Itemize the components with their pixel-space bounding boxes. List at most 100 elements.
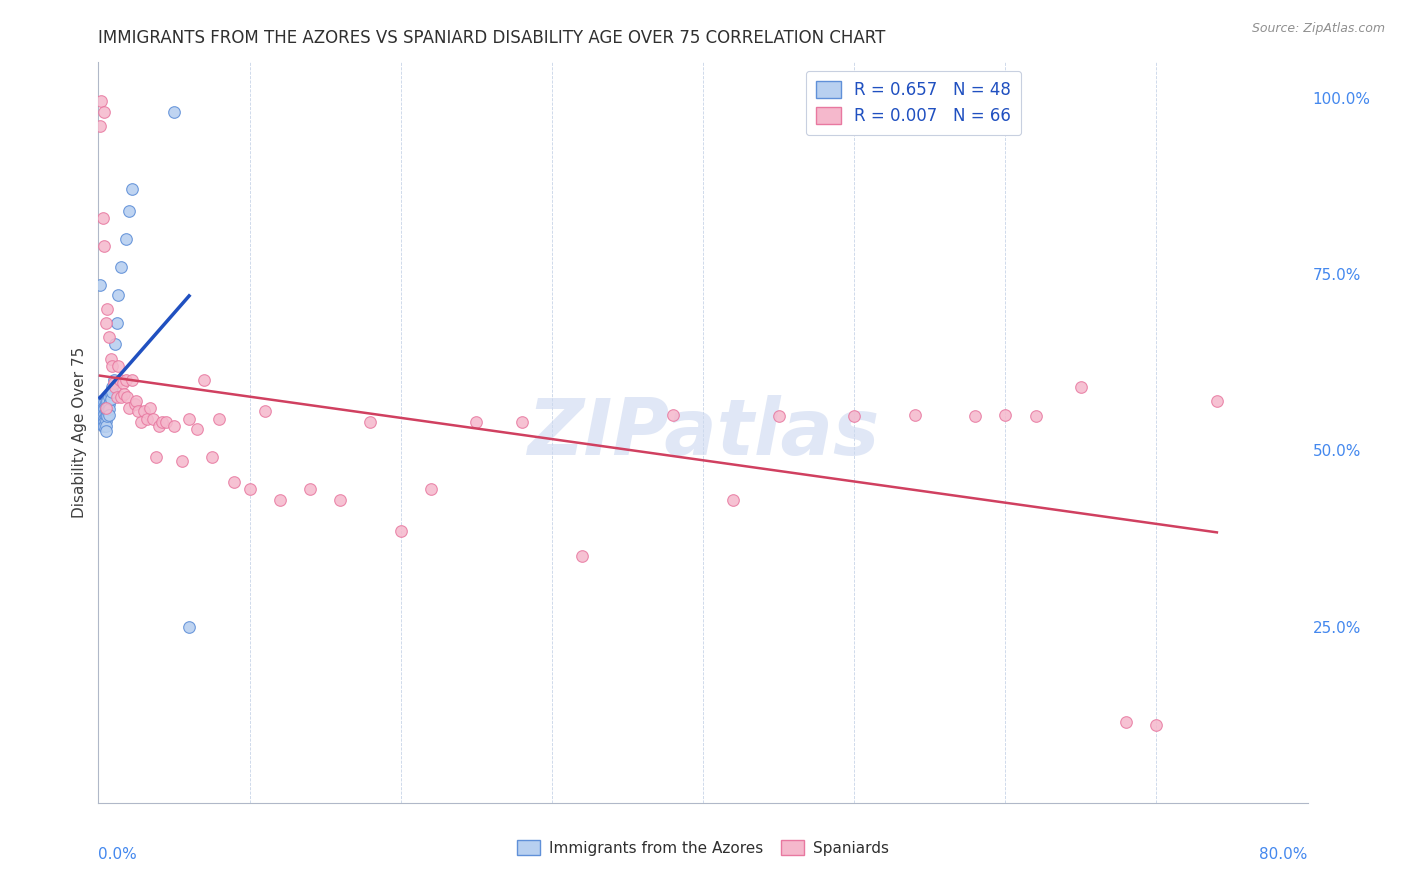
Point [91, 414, 114, 428]
Point [94, 316, 117, 330]
Point [101, 359, 124, 373]
Point [94, 418, 117, 433]
Point [93, 400, 115, 414]
Point [465, 415, 488, 429]
Point [96, 393, 118, 408]
Point [155, 415, 177, 429]
Point [89, 119, 111, 133]
Point [93, 402, 115, 417]
Point [510, 415, 533, 429]
Point [94, 414, 117, 428]
Point [904, 408, 927, 422]
Point [239, 482, 262, 496]
Point [208, 411, 231, 425]
Point [1024, 409, 1046, 424]
Point [93, 418, 115, 433]
Point [107, 359, 129, 373]
Point [571, 549, 593, 563]
Point [389, 524, 412, 539]
Point [90, 393, 112, 408]
Point [163, 104, 186, 119]
Text: ZIPatlas: ZIPatlas [527, 394, 879, 471]
Point [98, 390, 121, 404]
Point [224, 475, 246, 489]
Point [111, 376, 134, 391]
Point [1206, 393, 1229, 408]
Point [93, 239, 115, 253]
Point [93, 104, 115, 119]
Legend: Immigrants from the Azores, Spaniards: Immigrants from the Azores, Spaniards [510, 834, 896, 862]
Point [110, 390, 132, 404]
Point [150, 415, 173, 429]
Point [170, 454, 193, 468]
Point [124, 397, 146, 411]
Point [101, 380, 124, 394]
Point [121, 182, 143, 196]
Point [100, 387, 122, 401]
Point [105, 390, 128, 404]
Point [90, 94, 112, 108]
Point [127, 404, 149, 418]
Point [965, 409, 987, 424]
Point [360, 415, 382, 429]
Point [91, 418, 114, 433]
Point [186, 422, 208, 436]
Point [94, 401, 117, 415]
Point [93, 407, 115, 421]
Point [94, 409, 117, 424]
Point [103, 373, 125, 387]
Point [101, 385, 124, 400]
Point [98, 397, 121, 411]
Point [96, 404, 118, 418]
Point [269, 492, 291, 507]
Point [329, 492, 352, 507]
Text: 80.0%: 80.0% [1260, 847, 1308, 863]
Point [103, 376, 125, 391]
Point [179, 411, 201, 425]
Point [125, 393, 148, 408]
Point [98, 408, 121, 422]
Point [201, 450, 224, 465]
Point [93, 411, 115, 425]
Point [994, 408, 1017, 422]
Point [93, 395, 115, 409]
Point [91, 401, 114, 415]
Point [96, 302, 118, 317]
Point [91, 409, 114, 424]
Point [94, 395, 117, 409]
Point [1144, 718, 1167, 732]
Point [139, 401, 162, 415]
Point [94, 400, 117, 414]
Point [114, 232, 136, 246]
Point [91, 404, 114, 418]
Point [112, 387, 135, 401]
Point [91, 211, 114, 225]
Point [104, 380, 127, 394]
Point [115, 390, 138, 404]
Point [132, 404, 155, 418]
Text: 0.0%: 0.0% [98, 847, 138, 863]
Point [179, 619, 201, 633]
Point [253, 404, 276, 418]
Point [104, 337, 127, 351]
Point [1070, 380, 1092, 394]
Point [148, 418, 170, 433]
Point [90, 408, 112, 422]
Point [1115, 714, 1137, 729]
Text: Source: ZipAtlas.com: Source: ZipAtlas.com [1251, 22, 1385, 36]
Point [121, 373, 143, 387]
Point [89, 277, 111, 292]
Point [299, 482, 322, 496]
Point [118, 401, 141, 415]
Point [89, 404, 111, 418]
Point [844, 409, 866, 424]
Text: IMMIGRANTS FROM THE AZORES VS SPANIARD DISABILITY AGE OVER 75 CORRELATION CHART: IMMIGRANTS FROM THE AZORES VS SPANIARD D… [98, 29, 886, 47]
Point [91, 417, 114, 431]
Point [110, 260, 132, 274]
Point [768, 409, 790, 424]
Point [96, 409, 118, 424]
Point [94, 404, 117, 418]
Point [420, 482, 443, 496]
Point [100, 392, 122, 407]
Point [723, 492, 745, 507]
